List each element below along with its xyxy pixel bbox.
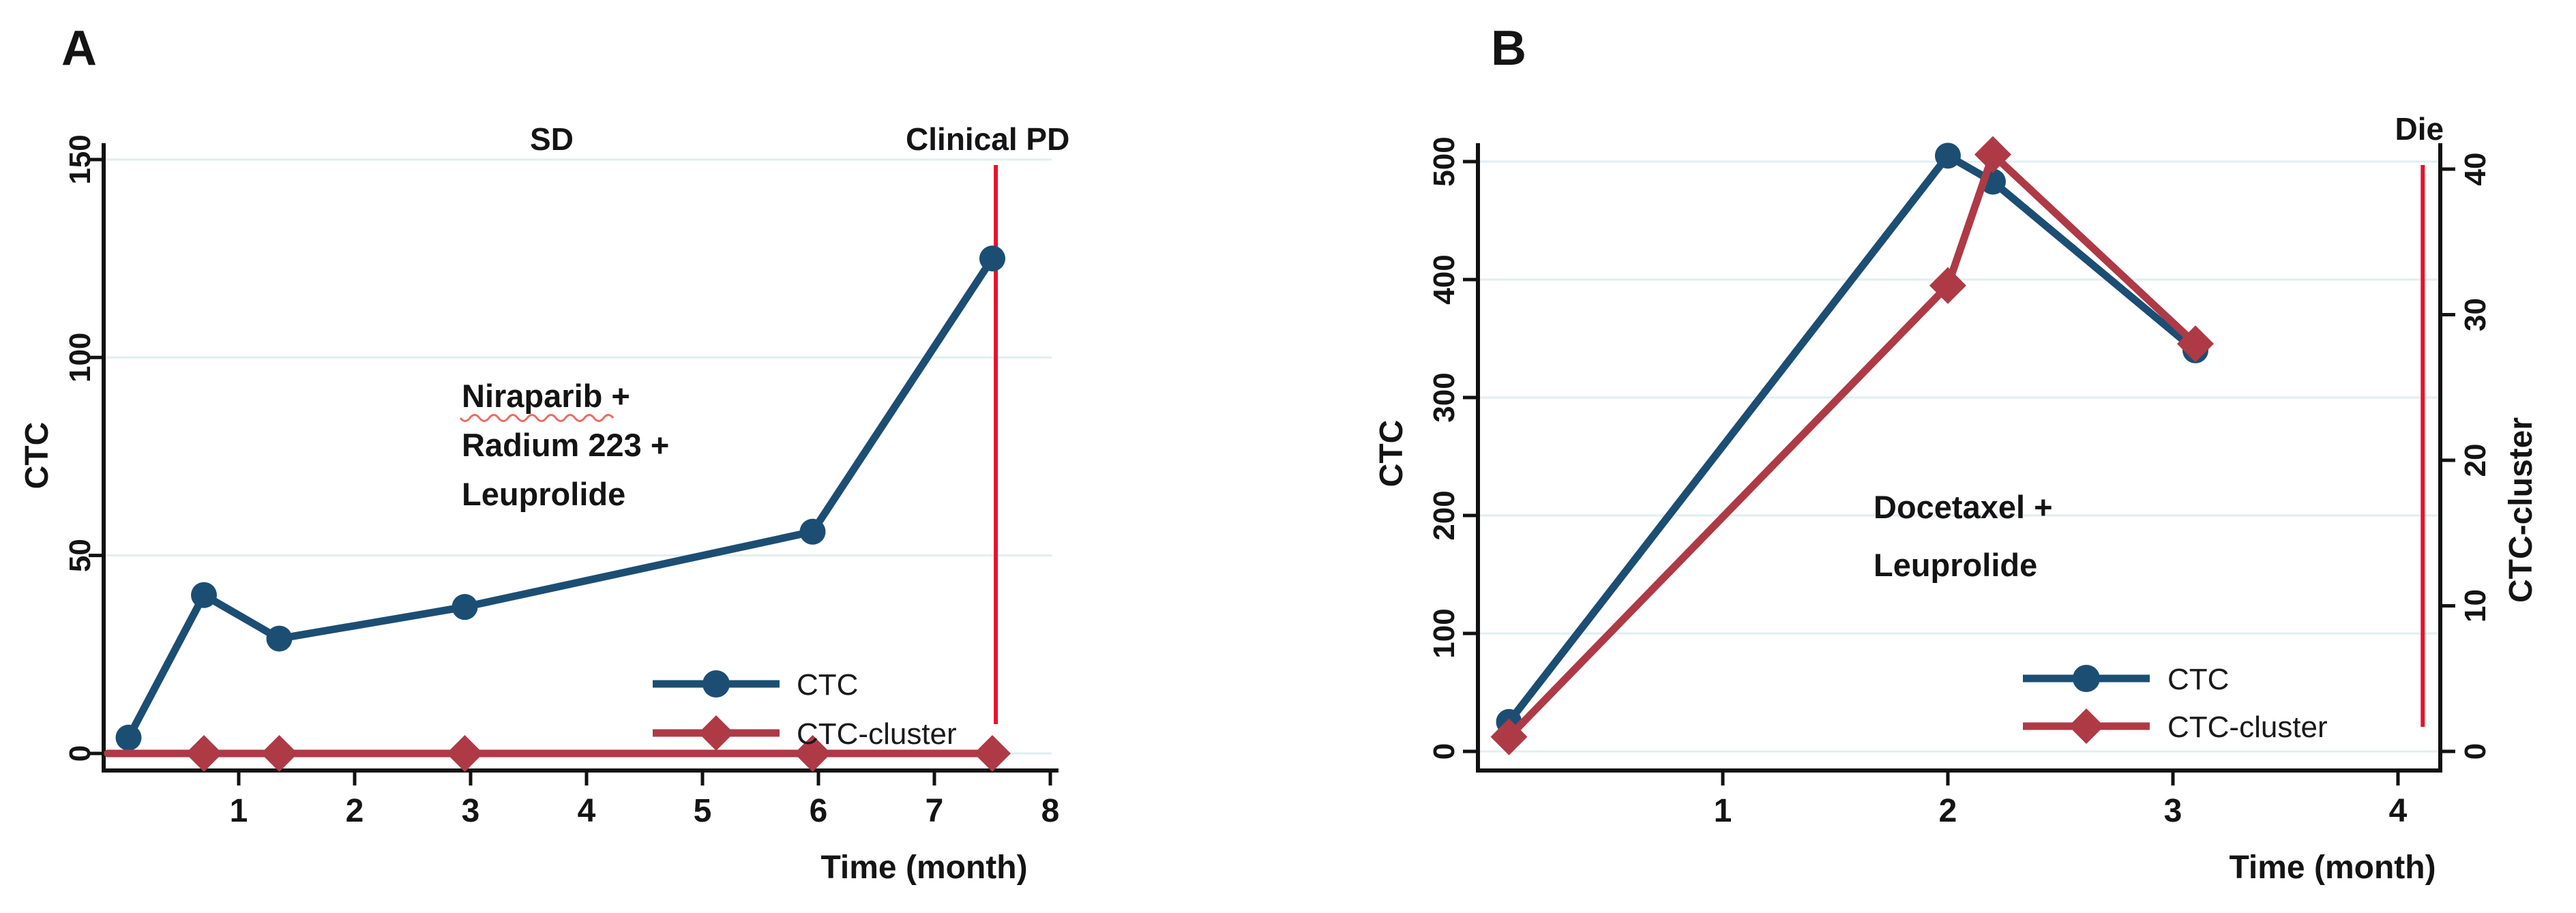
panel-b-legend: CTC CTC-cluster [2023, 663, 2328, 744]
data-point-circle [979, 245, 1005, 272]
panel-a-x-axis-title: Time (month) [820, 850, 1027, 886]
data-point-circle [115, 724, 142, 751]
legend-cluster-diamond-icon [2069, 708, 2104, 744]
panel-b-y-axis-title: CTC [1374, 420, 1410, 488]
y-tick-label: 400 [1427, 254, 1461, 304]
legend-cluster-diamond-icon [698, 715, 734, 751]
series-line-ctc [125, 254, 996, 742]
panel-b-label: B [1491, 21, 1526, 76]
y-tick-label: 200 [1427, 490, 1461, 540]
data-point-diamond [1974, 136, 2011, 173]
x-tick-label: 4 [2389, 793, 2408, 829]
y-tick-right-label: 0 [2459, 743, 2492, 760]
y-tick-right-label: 40 [2459, 153, 2492, 186]
data-point-diamond [2177, 325, 2214, 363]
panel-a-plot: SD Clinical PD 1 2 3 4 5 6 7 8 0 50 100 150 [63, 121, 1069, 829]
x-tick-label: 1 [1714, 793, 1732, 829]
data-point-circle [1935, 143, 1961, 169]
panel-b-right-axis-title: CTC-cluster [2503, 417, 2539, 603]
data-point-circle [799, 518, 826, 545]
x-tick-label: 2 [1939, 793, 1957, 829]
y-tick-label: 0 [1427, 743, 1461, 760]
series-line-ctc-cluster [1505, 151, 2200, 741]
y-tick-label: 50 [63, 539, 97, 572]
panel-a-treatment-line-2: Radium 223 + [462, 427, 669, 463]
y-tick-label: 500 [1427, 136, 1461, 186]
y-tick-label: 150 [63, 134, 97, 184]
phase-label: SD [530, 121, 574, 157]
panel-b-treatment-line-1: Docetaxel + [1874, 489, 2053, 525]
data-point-diamond [974, 735, 1011, 772]
data-point-diamond [261, 735, 298, 772]
x-tick-label: 1 [230, 793, 248, 829]
x-tick-label: 5 [694, 793, 712, 829]
legend-ctc-label: CTC [2167, 663, 2229, 696]
y-tick-right-label: 10 [2459, 589, 2492, 623]
panel-a-y-axis-title: CTC [19, 422, 55, 490]
data-point-diamond [186, 735, 222, 772]
data-point-diamond [794, 735, 831, 772]
data-point-circle [191, 582, 217, 608]
panel-a-legend: CTC CTC-cluster [653, 668, 957, 751]
y-tick-right-label: 20 [2459, 444, 2492, 477]
spellcheck-squiggle [459, 414, 615, 422]
x-tick-label: 8 [1041, 793, 1060, 829]
legend-ctc-circle-icon [702, 670, 730, 698]
x-tick-label: 3 [462, 793, 480, 829]
x-tick-label: 6 [810, 793, 828, 829]
legend-cluster-label: CTC-cluster [2167, 710, 2328, 744]
y-tick-label: 100 [63, 333, 97, 383]
legend-cluster-label: CTC-cluster [797, 717, 957, 751]
phase-label: Clinical PD [906, 121, 1069, 157]
x-tick-label: 2 [346, 793, 364, 829]
panel-a-label: A [61, 21, 97, 76]
y-tick-label: 300 [1427, 372, 1461, 422]
data-point-circle [451, 594, 478, 620]
data-point-diamond [446, 735, 484, 772]
y-tick-label: 100 [1427, 608, 1461, 658]
x-tick-label: 4 [578, 793, 596, 829]
event-label: Die [2395, 111, 2444, 147]
legend-ctc-label: CTC [797, 668, 858, 702]
y-tick-label: 0 [63, 745, 97, 762]
panel-b-treatment-line-2: Leuprolide [1874, 547, 2037, 583]
legend-ctc-circle-icon [2073, 665, 2100, 692]
panel-a-treatment-line-3: Leuprolide [462, 476, 625, 512]
x-tick-label: 7 [926, 793, 944, 829]
data-point-diamond [1490, 718, 1528, 755]
panel-a-treatment-line-1: Niraparib + [462, 378, 630, 414]
data-point-diamond [1929, 267, 1966, 304]
series-line-ctc [1505, 151, 2200, 726]
data-point-circle [266, 625, 293, 652]
panel-b-x-axis-title: Time (month) [2229, 850, 2436, 886]
y-tick-right-label: 30 [2459, 298, 2492, 331]
x-tick-label: 3 [2164, 793, 2182, 829]
